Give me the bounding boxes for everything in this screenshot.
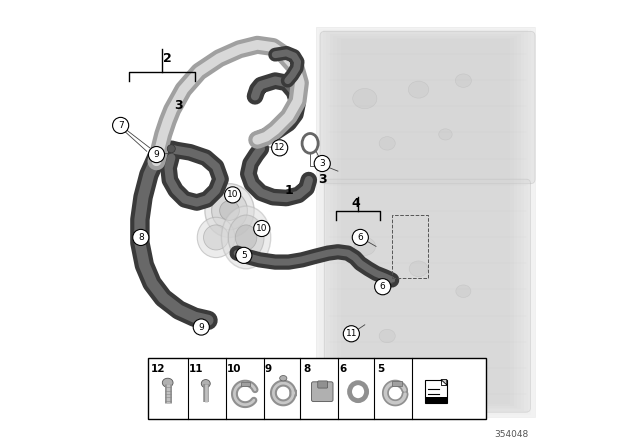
Ellipse shape	[205, 184, 254, 237]
Ellipse shape	[379, 137, 396, 150]
Ellipse shape	[197, 217, 235, 258]
Text: 9: 9	[154, 150, 159, 159]
Circle shape	[228, 191, 237, 199]
Bar	[337, 38, 513, 406]
Text: 6: 6	[380, 282, 385, 291]
Ellipse shape	[408, 81, 429, 98]
Bar	[326, 32, 524, 411]
Bar	[330, 34, 521, 409]
Text: 11: 11	[189, 364, 204, 374]
Circle shape	[148, 146, 164, 163]
Text: 3: 3	[318, 172, 326, 186]
Circle shape	[225, 187, 241, 203]
Circle shape	[240, 250, 248, 258]
FancyBboxPatch shape	[312, 382, 333, 401]
Ellipse shape	[456, 285, 471, 297]
Circle shape	[253, 220, 270, 237]
Ellipse shape	[220, 201, 239, 220]
Text: 6: 6	[340, 364, 347, 374]
Text: 2: 2	[163, 52, 172, 65]
Bar	[323, 30, 528, 413]
Circle shape	[113, 117, 129, 134]
Circle shape	[374, 279, 391, 295]
Circle shape	[343, 326, 360, 342]
Ellipse shape	[236, 225, 257, 250]
Text: 3: 3	[319, 159, 325, 168]
Bar	[333, 36, 517, 408]
Text: 9: 9	[265, 364, 272, 374]
FancyBboxPatch shape	[317, 381, 328, 388]
Text: 354048: 354048	[494, 430, 529, 439]
Text: 10: 10	[227, 364, 241, 374]
Polygon shape	[441, 379, 447, 385]
Text: 8: 8	[303, 364, 310, 374]
Ellipse shape	[163, 378, 173, 387]
Circle shape	[152, 153, 161, 162]
Bar	[316, 27, 535, 417]
Text: 4: 4	[351, 197, 360, 211]
Bar	[425, 397, 447, 403]
Text: 5: 5	[241, 251, 246, 260]
FancyBboxPatch shape	[320, 31, 535, 184]
Ellipse shape	[280, 375, 287, 381]
Circle shape	[314, 155, 330, 172]
Bar	[425, 379, 447, 403]
Circle shape	[167, 145, 175, 153]
Text: 8: 8	[138, 233, 143, 242]
Ellipse shape	[455, 74, 472, 87]
Text: 10: 10	[227, 190, 238, 199]
Text: 12: 12	[274, 143, 285, 152]
Circle shape	[197, 323, 206, 332]
Circle shape	[193, 319, 209, 335]
Ellipse shape	[201, 379, 210, 388]
Ellipse shape	[439, 129, 452, 140]
Ellipse shape	[228, 215, 264, 260]
Bar	[340, 39, 510, 404]
Ellipse shape	[212, 191, 248, 230]
Text: 6: 6	[358, 233, 363, 242]
Circle shape	[276, 143, 284, 151]
Ellipse shape	[354, 237, 376, 255]
Bar	[392, 381, 401, 386]
Text: 1: 1	[284, 184, 293, 197]
Circle shape	[271, 140, 288, 156]
Text: 5: 5	[377, 364, 384, 374]
Bar	[241, 382, 250, 386]
Bar	[316, 27, 535, 417]
Circle shape	[132, 229, 149, 246]
Text: 7: 7	[118, 121, 124, 130]
Ellipse shape	[221, 206, 271, 269]
FancyBboxPatch shape	[324, 179, 531, 412]
Text: 10: 10	[256, 224, 268, 233]
Circle shape	[258, 224, 266, 233]
Ellipse shape	[379, 329, 396, 343]
Circle shape	[236, 247, 252, 263]
Text: 11: 11	[346, 329, 357, 338]
Circle shape	[352, 229, 369, 246]
Ellipse shape	[204, 225, 228, 250]
Bar	[319, 29, 531, 415]
Text: 3: 3	[175, 99, 183, 112]
Text: 9: 9	[198, 323, 204, 332]
Ellipse shape	[353, 89, 377, 109]
Ellipse shape	[409, 261, 428, 276]
Bar	[148, 358, 486, 419]
Text: 12: 12	[150, 364, 165, 374]
